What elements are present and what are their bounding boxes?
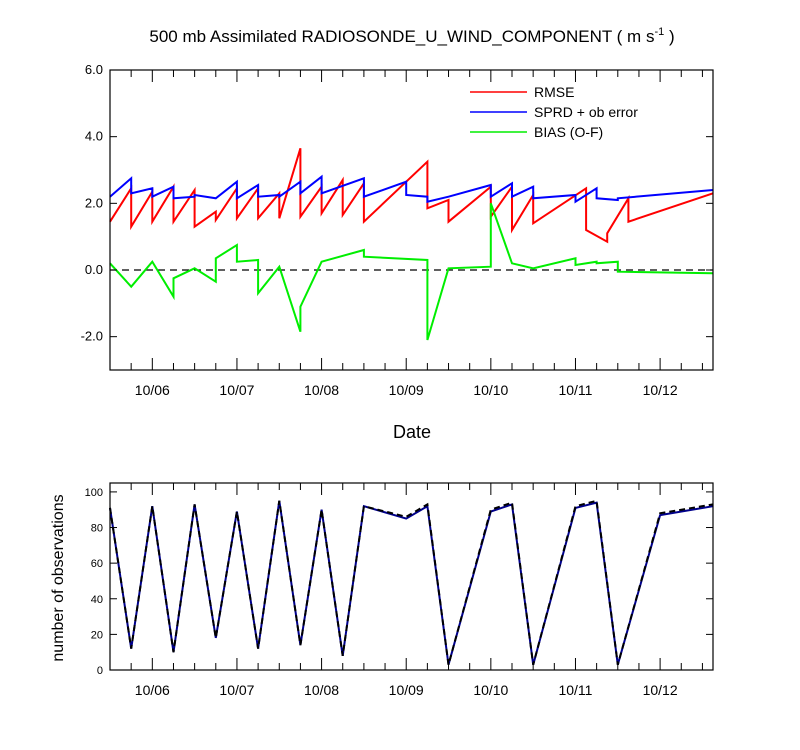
plot-frame — [109, 69, 714, 371]
top-x-axis-label: Date — [393, 422, 431, 442]
y-tick-label: 0.0 — [85, 262, 103, 277]
series-line-1 — [109, 499, 714, 665]
y-tick-label: 80 — [91, 523, 103, 535]
x-tick-label: 10/08 — [304, 682, 339, 698]
x-tick-label: 10/12 — [643, 682, 678, 698]
y-tick-label: 4.0 — [85, 129, 103, 144]
x-tick-label: 10/07 — [219, 682, 254, 698]
chart-title-end: ) — [664, 27, 674, 46]
y-tick-label: 0 — [97, 665, 103, 677]
series-line-1 — [109, 174, 714, 204]
x-tick-label: 10/11 — [558, 382, 592, 398]
legend-label-0: RMSE — [534, 84, 574, 100]
x-tick-label: 10/09 — [389, 682, 424, 698]
y-tick-label: 20 — [91, 629, 103, 641]
y-tick-label: 6.0 — [85, 62, 103, 77]
series-line-2 — [109, 202, 714, 341]
chart-title-superscript: -1 — [654, 26, 664, 38]
x-tick-label: 10/06 — [135, 382, 170, 398]
y-tick-label: 100 — [85, 487, 103, 499]
x-tick-label: 10/10 — [473, 682, 508, 698]
x-tick-label: 10/12 — [643, 382, 678, 398]
top-plot-area: 6.0 4.0 2.0 0.0 -2.0 10/06 10/07 10/08 10/09 10/1… — [81, 62, 714, 398]
legend-label-1: SPRD + ob error — [534, 104, 638, 120]
x-tick-label: 10/09 — [389, 382, 424, 398]
bottom-y-axis-label: number of observations — [50, 494, 67, 661]
y-tick-label: 40 — [91, 594, 103, 606]
x-tick-label: 10/06 — [135, 682, 170, 698]
legend-label-2: BIAS (O-F) — [534, 124, 603, 140]
x-tick-label: 10/10 — [473, 382, 508, 398]
y-tick-label: -2.0 — [81, 329, 103, 344]
bottom-plot-area: 100 80 60 40 20 0 10/06 10/07 10/08 10/09 10/10 10/… — [85, 482, 714, 698]
x-tick-label: 10/11 — [558, 682, 592, 698]
chart-title-main: 500 mb Assimilated RADIOSONDE_U_WIND_COM… — [149, 27, 654, 46]
x-tick-label: 10/07 — [219, 382, 254, 398]
chart-title: 500 mb Assimilated RADIOSONDE_U_WIND_COM… — [149, 26, 674, 46]
y-tick-label: 60 — [91, 558, 103, 570]
plot-frame — [109, 482, 714, 671]
series-line-0 — [109, 500, 714, 665]
y-tick-label: 2.0 — [85, 195, 103, 210]
x-tick-label: 10/08 — [304, 382, 339, 398]
series-line-0 — [109, 148, 714, 244]
